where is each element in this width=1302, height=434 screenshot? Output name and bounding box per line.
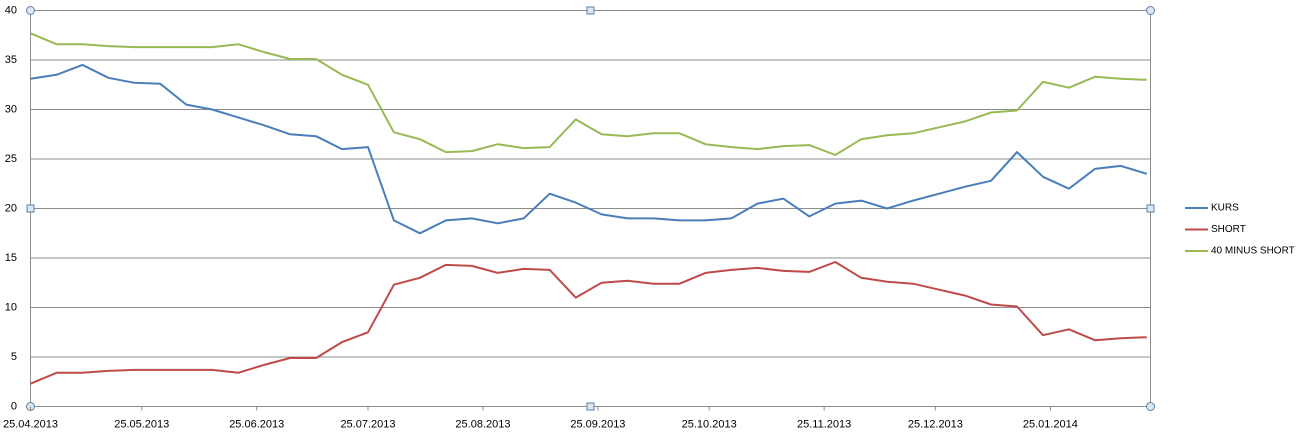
series-line [30, 32, 1147, 156]
y-tick-label: 40 [5, 4, 17, 16]
selection-handle [26, 6, 35, 15]
x-tick-label: 25.04.2013 [3, 418, 58, 430]
y-tick-label: 10 [5, 301, 17, 313]
x-tick-label: 25.11.2013 [797, 418, 851, 430]
y-tick-label: 5 [11, 351, 17, 363]
x-tick-label: 25.05.2013 [114, 418, 169, 430]
y-tick-label: 30 [5, 103, 17, 115]
x-tick-label: 25.08.2013 [455, 418, 510, 430]
selection-handle [1146, 6, 1155, 15]
selection-handle [26, 204, 35, 213]
x-tick-label: 25.10.2013 [682, 418, 737, 430]
y-tick-label: 35 [5, 54, 17, 66]
selection-handle [1146, 204, 1155, 213]
selection-handle [586, 402, 595, 411]
y-tick-label: 0 [11, 400, 17, 412]
x-tick-label: 25.09.2013 [570, 418, 625, 430]
selection-handle [586, 6, 595, 15]
y-tick-label: 20 [5, 202, 17, 214]
y-tick-label: 25 [5, 153, 17, 165]
legend-label: SHORT [1211, 224, 1246, 235]
series-line [30, 261, 1147, 385]
x-tick-label: 25.01.2014 [1023, 418, 1078, 430]
y-tick-label: 15 [5, 252, 17, 264]
selection-handle [1146, 402, 1155, 411]
x-tick-label: 25.06.2013 [229, 418, 284, 430]
series-line [30, 63, 1148, 235]
x-tick-label: 25.07.2013 [340, 418, 395, 430]
legend-label: 40 MINUS SHORT [1211, 246, 1295, 257]
x-tick-label: 25.12.2013 [908, 418, 963, 430]
legend-label: KURS [1211, 203, 1239, 214]
